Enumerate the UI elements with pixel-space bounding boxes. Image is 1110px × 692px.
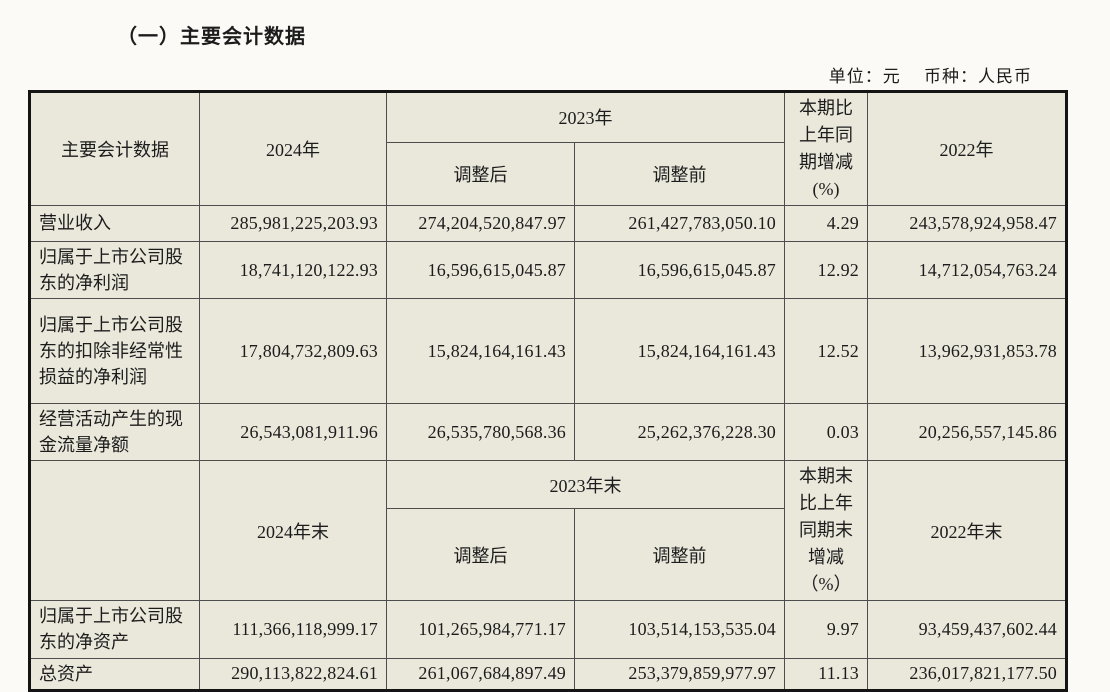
- value-change-pct: 12.92: [784, 240, 868, 300]
- unit-label: 单位：元: [828, 67, 901, 86]
- header-adjusted-after: 调整后: [386, 141, 575, 207]
- row-label: 归属于上市公司股东的扣除非经常性损益的净利润: [29, 298, 200, 405]
- table-row-total-assets: 总资产 290,113,822,824.61 261,067,684,897.4…: [29, 657, 1067, 691]
- header-yoy-change: 本期比上年同期增减(%): [784, 91, 868, 206]
- income-header-row-2: 调整后 调整前: [30, 141, 1067, 207]
- header-2024: 2024年: [199, 91, 387, 206]
- header-2023: 2023年: [386, 91, 785, 143]
- value-2023-adjusted-after: 101,265,984,771.17: [386, 600, 575, 659]
- header-adjusted-before: 调整前: [574, 507, 785, 602]
- header-2023-end: 2023年末: [386, 460, 785, 509]
- value-change-pct: 4.29: [784, 205, 868, 242]
- table-row-revenue: 营业收入 285,981,225,203.93 274,204,520,847.…: [29, 205, 1067, 242]
- value-2023-adjusted-before: 25,262,376,228.30: [574, 403, 785, 462]
- currency-label: 币种：人民币: [924, 67, 1032, 86]
- value-change-pct: 9.97: [784, 600, 868, 659]
- table-row-operating-cash-flow: 经营活动产生的现金流量净额 26,543,081,911.96 26,535,7…: [29, 403, 1067, 462]
- row-label: 归属于上市公司股东的净利润: [29, 240, 200, 300]
- value-2023-adjusted-after: 26,535,780,568.36: [386, 403, 575, 462]
- row-label: 总资产: [29, 657, 200, 691]
- value-2023-adjusted-before: 103,514,153,535.04: [574, 600, 785, 659]
- row-label: 归属于上市公司股东的净资产: [29, 600, 200, 659]
- key-accounting-data-table: 主要会计数据 2024年 2023年 本期比上年同期增减(%) 2022年 调整…: [28, 90, 1068, 692]
- table-row-net-profit: 归属于上市公司股东的净利润 18,741,120,122.93 16,596,6…: [29, 240, 1067, 300]
- value-2023-adjusted-after: 16,596,615,045.87: [386, 240, 575, 300]
- balance-header-row-2: 调整后 调整前: [30, 507, 1067, 602]
- row-label: 营业收入: [29, 205, 200, 242]
- table-row-net-assets: 归属于上市公司股东的净资产 111,366,118,999.17 101,265…: [29, 600, 1067, 659]
- header-2022: 2022年: [867, 91, 1067, 206]
- value-2023-adjusted-before: 253,379,859,977.97: [574, 657, 785, 691]
- balance-header-row-1: 2024年末 2023年末 本期末比上年同期末增减（%） 2022年末: [29, 460, 1067, 602]
- income-header-row-1: 主要会计数据 2024年 2023年 本期比上年同期增减(%) 2022年: [29, 91, 1067, 206]
- header-end-yoy-change: 本期末比上年同期末增减（%）: [784, 460, 868, 602]
- header-metric: 主要会计数据: [29, 91, 200, 206]
- table-row-net-profit-excl-nonrecurring: 归属于上市公司股东的扣除非经常性损益的净利润 17,804,732,809.63…: [29, 298, 1067, 405]
- header-adjusted-after: 调整后: [386, 507, 575, 602]
- value-change-pct: 11.13: [784, 657, 868, 691]
- value-2023-adjusted-after: 15,824,164,161.43: [386, 298, 575, 405]
- value-2024: 285,981,225,203.93: [199, 205, 387, 242]
- value-2023-adjusted-before: 16,596,615,045.87: [574, 240, 785, 300]
- section-title: （一）主要会计数据: [117, 26, 306, 48]
- unit-currency-note: 单位：元 币种：人民币: [829, 62, 1032, 87]
- value-2022: 236,017,821,177.50: [867, 657, 1067, 691]
- header-adjusted-before: 调整前: [574, 141, 785, 207]
- value-2022: 14,712,054,763.24: [867, 240, 1067, 300]
- value-2023-adjusted-after: 274,204,520,847.97: [386, 205, 575, 242]
- header-2024-end: 2024年末: [199, 460, 387, 602]
- value-2022: 20,256,557,145.86: [867, 403, 1067, 462]
- row-label: 经营活动产生的现金流量净额: [29, 403, 200, 462]
- value-2024: 17,804,732,809.63: [199, 298, 387, 405]
- value-2023-adjusted-after: 261,067,684,897.49: [386, 657, 575, 691]
- value-2024: 111,366,118,999.17: [199, 600, 387, 659]
- header-metric-empty: [29, 460, 200, 602]
- value-2022: 13,962,931,853.78: [867, 298, 1067, 405]
- value-2024: 18,741,120,122.93: [199, 240, 387, 300]
- value-change-pct: 0.03: [784, 403, 868, 462]
- value-2023-adjusted-before: 15,824,164,161.43: [574, 298, 785, 405]
- value-2022: 243,578,924,958.47: [867, 205, 1067, 242]
- header-2022-end: 2022年末: [867, 460, 1067, 602]
- value-2024: 26,543,081,911.96: [199, 403, 387, 462]
- value-2023-adjusted-before: 261,427,783,050.10: [574, 205, 785, 242]
- value-2024: 290,113,822,824.61: [199, 657, 387, 691]
- value-change-pct: 12.52: [784, 298, 868, 405]
- value-2022: 93,459,437,602.44: [867, 600, 1067, 659]
